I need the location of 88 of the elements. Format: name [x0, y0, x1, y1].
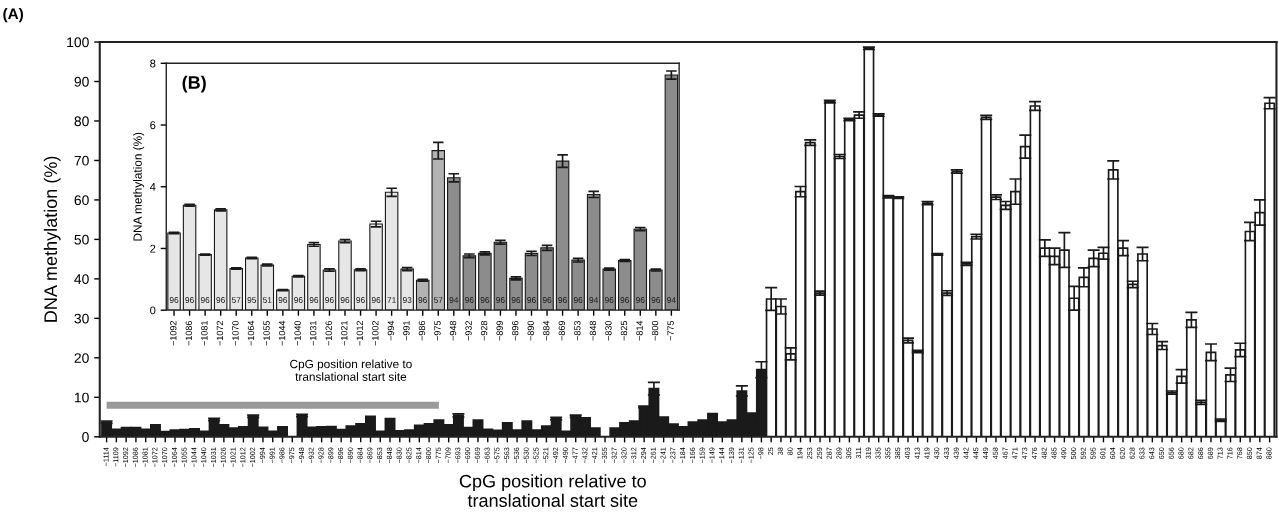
x-tick-label: −1012 [356, 321, 363, 346]
annotation: 94 [667, 297, 676, 303]
x-tick-label: −1002 [372, 321, 379, 346]
annotation: 96 [216, 297, 225, 303]
y-tick-label: 6 [150, 121, 156, 130]
y-tick-label: 2 [150, 244, 156, 253]
annotation: 95 [247, 297, 257, 303]
y-tick-label: 50 [74, 234, 89, 245]
annotation: 71 [387, 297, 396, 303]
y-axis-title: DNA methylation (%) [43, 156, 61, 322]
x-tick-label: −994 [387, 320, 395, 341]
x-tick-label: −896 [511, 320, 519, 341]
annotation: 96 [558, 297, 567, 303]
x-tick-label: −814 [636, 320, 643, 341]
y-tick-label: 100 [67, 37, 89, 48]
x-tick-label: −1070 [232, 320, 239, 346]
annotation: 96 [636, 297, 645, 303]
annotation: 96 [542, 297, 552, 303]
x-tick-label: −1040 [294, 320, 301, 346]
y-tick-label: 8 [150, 59, 156, 68]
x-tick-label: −1086 [185, 320, 193, 346]
annotation: 96 [278, 297, 288, 303]
x-tick-label: −899 [496, 321, 503, 341]
x-tick-label: −1031 [309, 321, 317, 346]
annotation: 96 [604, 297, 614, 303]
y-axis-title: DNA methylation (%) [133, 132, 145, 241]
y-tick-label: 90 [74, 76, 89, 87]
x-tick-label: −1092 [170, 321, 177, 346]
x-tick-label: −1044 [278, 320, 286, 346]
annotation: 96 [511, 297, 521, 303]
x-axis-title: CpG position relative to translational start site [290, 359, 412, 381]
x-tick-label: −928 [480, 320, 488, 341]
text: (A) [3, 7, 24, 23]
annotation: 96 [185, 297, 194, 303]
y-tick-label: 0 [150, 306, 156, 315]
x-tick-label: −1021 [341, 321, 348, 346]
y-tick-label: 4 [149, 183, 156, 191]
y-tick-label: 30 [74, 313, 89, 324]
annotation: 96 [371, 297, 381, 303]
annotation: 96 [418, 297, 427, 303]
x-tick-label: −1081 [201, 321, 208, 346]
annotation: 96 [573, 297, 583, 303]
annotation: 96 [651, 297, 661, 303]
annotation: 96 [620, 297, 630, 303]
annotation: 96 [325, 297, 334, 303]
x-tick-label: −1064 [247, 320, 255, 346]
x-tick-label: −1055 [263, 320, 270, 346]
x-tick-label: −1072 [216, 321, 224, 346]
annotation: 51 [262, 297, 272, 303]
annotation: 94 [449, 297, 459, 303]
x-tick-label: −800 [651, 320, 659, 341]
x-tick-label: −775 [667, 320, 674, 341]
annotation: (B) [182, 75, 206, 93]
y-tick-label: 70 [74, 155, 89, 166]
annotation: 94 [589, 297, 599, 303]
annotation: 96 [309, 297, 319, 303]
x-tick-label: −975 [434, 320, 441, 341]
x-tick-label: −986 [418, 320, 426, 341]
x-tick-label: −1026 [325, 320, 332, 346]
x-tick-label: −948 [449, 320, 457, 341]
annotation: 96 [294, 297, 303, 303]
annotation: 96 [480, 297, 490, 303]
x-tick-label: −830 [605, 320, 612, 341]
y-tick-label: 10 [74, 392, 89, 403]
annotation: 96 [200, 297, 210, 303]
x-tick-label: −991 [403, 321, 410, 341]
annotation: 96 [169, 297, 179, 303]
annotation: 57 [433, 297, 443, 303]
x-tick-label: −848 [589, 320, 597, 341]
x-axis-title: CpG position relative to translational start site [459, 474, 646, 507]
y-tick-label: 20 [74, 353, 89, 363]
x-tick-label: −869 [558, 321, 566, 341]
x-tick-label: −825 [620, 320, 628, 341]
x-tick-label: −853 [574, 320, 581, 341]
annotation: 57 [231, 297, 241, 303]
annotation: 96 [496, 297, 505, 303]
annotation: 96 [356, 297, 365, 303]
y-tick-label: 80 [74, 116, 89, 127]
x-tick-label: −890 [527, 320, 534, 341]
y-tick-label: 60 [74, 195, 89, 206]
y-tick-label: 0 [82, 432, 89, 442]
annotation: 96 [527, 297, 536, 303]
annotation: 93 [402, 297, 412, 303]
annotation: 96 [465, 297, 474, 303]
x-tick-label: −884 [543, 320, 550, 341]
annotation: 96 [340, 297, 350, 303]
x-tick-label: −932 [465, 321, 472, 341]
y-tick-label: 40 [74, 274, 89, 285]
